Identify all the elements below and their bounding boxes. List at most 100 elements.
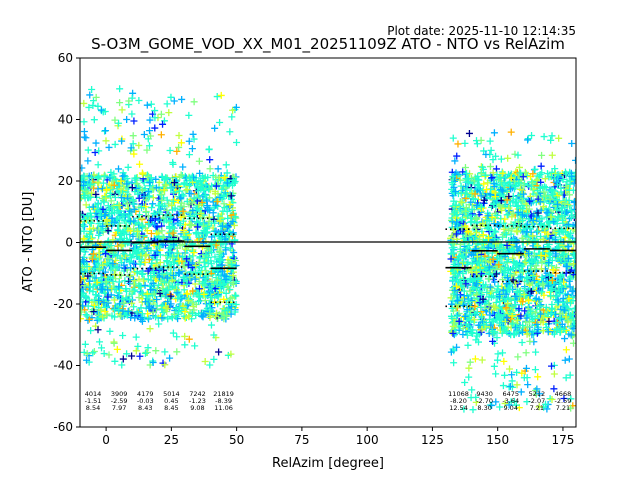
data-point [132,333,140,341]
data-point [92,190,100,198]
data-point [168,223,176,231]
bin-label: 5212-2.077.21 [528,390,545,412]
data-point [189,178,197,186]
data-point [553,264,561,272]
data-point [135,96,143,104]
data-point [525,297,533,305]
data-point [86,91,94,99]
data-point [495,261,503,269]
data-point [212,173,220,181]
data-point [226,295,234,303]
data-point [449,329,457,337]
data-point [180,228,188,236]
data-point [134,246,142,254]
data-point [527,196,535,204]
bin-value: -0.03 [137,397,154,405]
data-point [119,355,127,363]
data-point [93,206,101,214]
data-point [149,308,157,316]
data-point [524,311,532,319]
data-point [83,263,91,271]
data-point [571,237,576,245]
data-point [167,93,175,101]
data-point [447,255,455,263]
data-point [184,297,192,305]
data-point [138,186,146,194]
data-point [134,342,142,350]
data-point [104,293,112,301]
data-point [206,361,214,369]
data-point [553,292,561,300]
data-point [519,322,527,330]
data-point [533,320,541,328]
data-point [458,223,466,231]
data-point [166,354,174,362]
data-point [448,328,456,336]
data-point [185,313,193,321]
data-point [448,305,456,313]
data-point [96,211,104,219]
data-point [465,298,473,306]
data-point [173,333,181,341]
data-point [99,179,107,187]
data-point [104,227,112,235]
data-point [223,223,231,231]
data-point [106,327,114,335]
data-point [569,314,576,322]
data-point [212,241,220,249]
data-point [107,197,115,205]
data-point [558,204,566,212]
data-point [142,298,150,306]
data-point [532,319,540,327]
data-point [544,282,552,290]
data-point [567,404,575,412]
data-point [545,271,553,279]
data-point [455,253,463,261]
data-point [491,303,499,311]
data-point [547,136,555,144]
y-tick-label: -20 [53,297,73,311]
bin-value: -1.51 [85,397,102,405]
data-point [504,154,512,162]
data-point [127,144,135,152]
data-point [463,244,471,252]
data-point [553,195,561,203]
data-point [557,274,565,282]
data-point [152,347,160,355]
scatter-points [80,85,576,414]
data-point [135,194,143,202]
data-point [515,287,523,295]
data-point [527,212,535,220]
data-point [190,306,198,314]
data-point [508,312,516,320]
data-point [526,291,534,299]
data-point [99,222,107,230]
data-point [94,326,102,334]
data-point [481,171,489,179]
data-point [449,173,457,181]
data-point [497,155,505,163]
data-point [123,200,131,208]
data-point [563,316,571,324]
data-point [524,136,532,144]
data-point [113,252,121,260]
data-point [130,205,138,213]
data-point [158,314,166,322]
data-point [562,182,570,190]
data-point [130,150,138,158]
data-point [555,134,563,142]
data-point [524,275,532,283]
data-point [568,173,576,181]
data-point [183,186,191,194]
data-point [449,239,457,247]
data-point [566,283,574,291]
data-point [566,371,574,379]
data-point [175,257,183,265]
bin-value: 8.54 [86,404,100,412]
data-point [531,387,539,395]
data-point [501,215,509,223]
data-point [163,274,171,282]
data-point [155,216,163,224]
data-point [80,211,85,219]
data-point [174,180,182,188]
